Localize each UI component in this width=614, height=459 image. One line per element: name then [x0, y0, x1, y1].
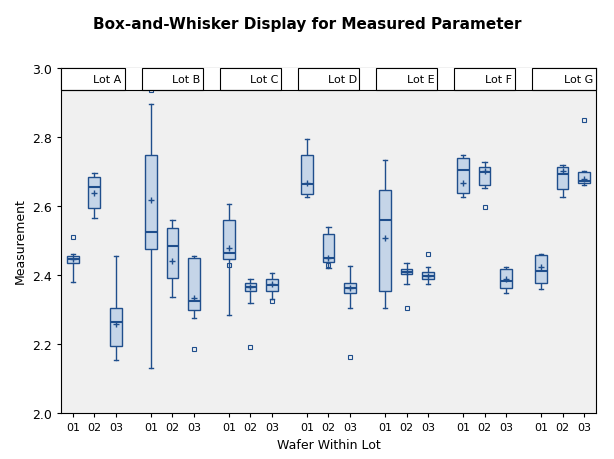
Bar	[298, 69, 359, 91]
Bar	[145, 156, 157, 250]
Bar	[223, 221, 235, 260]
Bar	[61, 69, 125, 91]
Bar	[344, 283, 356, 293]
Text: Lot A: Lot A	[93, 75, 122, 85]
Bar	[244, 283, 257, 291]
Text: Lot G: Lot G	[564, 75, 593, 85]
Bar	[142, 69, 203, 91]
Text: Lot E: Lot E	[406, 75, 434, 85]
Bar	[376, 69, 437, 91]
Bar	[457, 159, 469, 194]
Text: Lot C: Lot C	[251, 75, 279, 85]
Text: Lot F: Lot F	[484, 75, 511, 85]
Text: Lot D: Lot D	[328, 75, 357, 85]
Bar	[500, 269, 512, 288]
Bar	[379, 191, 391, 291]
Bar	[478, 168, 491, 185]
Bar	[166, 229, 179, 279]
Bar	[188, 259, 200, 311]
X-axis label: Wafer Within Lot: Wafer Within Lot	[277, 437, 380, 451]
Text: Box-and-Whisker Display for Measured Parameter: Box-and-Whisker Display for Measured Par…	[93, 17, 521, 32]
Bar	[322, 235, 335, 262]
Bar	[88, 177, 101, 208]
Bar	[220, 69, 281, 91]
Bar	[578, 173, 590, 183]
Bar	[422, 273, 434, 280]
Bar	[266, 280, 278, 291]
Bar	[535, 255, 547, 283]
Text: Lot B: Lot B	[173, 75, 201, 85]
Bar	[301, 156, 313, 195]
Bar	[110, 308, 122, 346]
Bar	[400, 269, 413, 274]
Bar	[556, 168, 569, 190]
Y-axis label: Measurement: Measurement	[14, 198, 27, 284]
Bar	[61, 69, 596, 91]
Bar	[67, 257, 79, 263]
Bar	[532, 69, 596, 91]
Bar	[454, 69, 515, 91]
